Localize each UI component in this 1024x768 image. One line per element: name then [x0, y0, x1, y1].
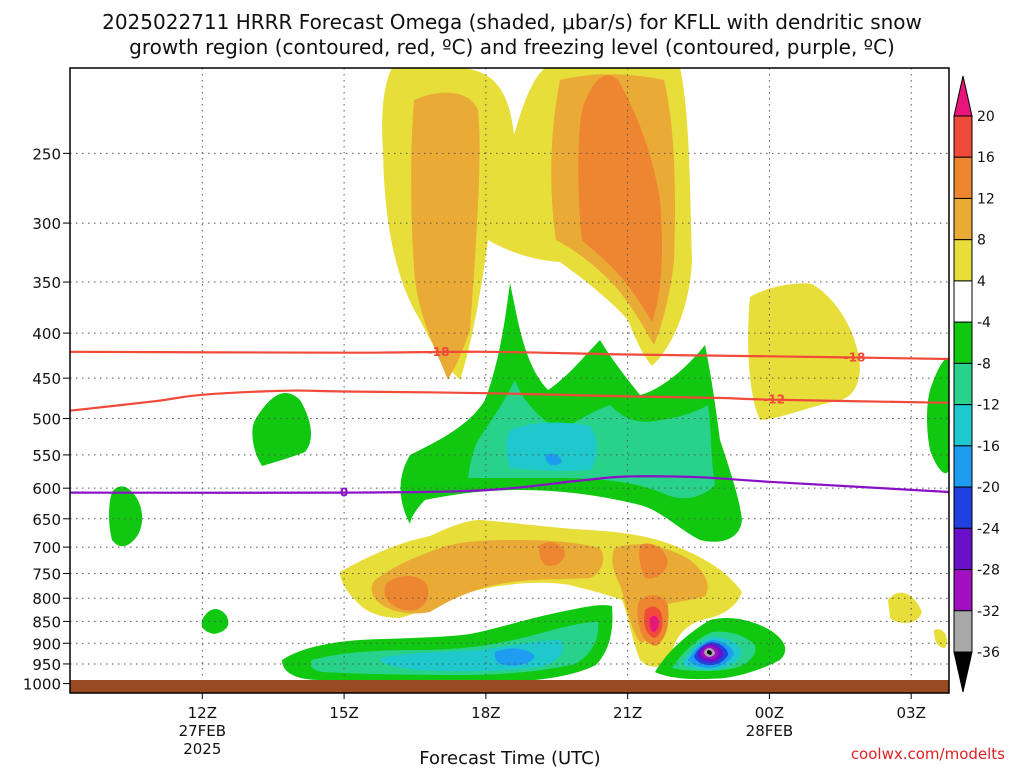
colorbar-swatch	[953, 115, 973, 158]
omega-ascent-region	[748, 283, 860, 420]
colorbar-swatch	[953, 569, 973, 612]
y-tick-label: 550	[32, 447, 61, 465]
omega-ascent-region	[411, 92, 480, 380]
omega-ascent-region	[612, 544, 708, 643]
y-tick-label: 450	[32, 370, 61, 388]
y-tick-label: 900	[32, 635, 61, 653]
x-tick-label: 15Z	[329, 704, 358, 722]
omega-descent-region	[494, 648, 535, 666]
colorbar-label: 20	[977, 109, 995, 125]
y-tick-label: 800	[32, 590, 61, 608]
colorbar-swatch	[953, 75, 973, 117]
y-tick-label: 1000	[23, 676, 61, 694]
omega-ascent-region	[934, 629, 947, 648]
contour-label: -18	[428, 345, 450, 359]
contour-line	[70, 475, 949, 494]
y-tick-label: 700	[32, 539, 61, 557]
y-axis: 250 300 350 400 450 500 550 600 650 700 750 800 850 9…	[23, 145, 70, 694]
contour-label: -12	[763, 393, 785, 407]
colorbar-swatch	[953, 404, 973, 447]
colorbar-label: -24	[977, 521, 1000, 537]
colorbar-swatch	[953, 445, 973, 488]
colorbar-swatch	[953, 651, 973, 693]
colorbar-swatch	[953, 527, 973, 571]
colorbar-swatch	[953, 610, 973, 653]
x-tick-year-label: 2025	[183, 740, 221, 758]
credit-text: coolwx.com/modelts	[851, 745, 1005, 763]
omega-descent-region	[927, 358, 949, 474]
colorbar-label: -8	[977, 356, 991, 372]
y-tick-label: 350	[32, 274, 61, 292]
ground-surface	[70, 680, 949, 693]
colorbar-label: 4	[977, 274, 986, 290]
x-tick-date-label: 27FEB	[179, 722, 226, 740]
omega-ascent-region	[539, 542, 565, 566]
omega-ascent-region	[888, 592, 922, 624]
y-tick-label: 300	[32, 215, 61, 233]
colorbar-label: 8	[977, 233, 986, 249]
colorbar-label: -16	[977, 439, 1000, 455]
omega-ascent-region	[639, 543, 668, 579]
chart-title-line1: 2025022711 HRRR Forecast Omega (shaded, …	[102, 10, 922, 34]
colorbar-label: -36	[977, 645, 1000, 661]
chart-title-line2: growth region (contoured, red, ºC) and f…	[129, 35, 895, 59]
contour-line	[70, 350, 949, 361]
y-tick-label: 950	[32, 656, 61, 674]
colorbar-label: -4	[977, 315, 991, 331]
colorbar-label: 16	[977, 150, 995, 166]
colorbar-label: -12	[977, 398, 1000, 414]
colorbar-label: 12	[977, 191, 995, 207]
plot-frame	[69, 67, 950, 694]
x-tick-label: 18Z	[471, 704, 500, 722]
omega-descent-region	[252, 392, 312, 466]
x-tick-label: 00Z	[755, 704, 784, 722]
colorbar-swatch	[953, 362, 973, 406]
omega-ascent-region	[649, 615, 659, 632]
contour-label: -18	[844, 351, 866, 365]
colorbar-swatch	[953, 321, 973, 364]
omega-descent-region	[707, 650, 712, 655]
y-tick-label: 600	[32, 480, 61, 498]
colorbar-label: -28	[977, 563, 1000, 579]
x-tick-label: 21Z	[613, 704, 642, 722]
colorbar-swatch	[953, 239, 973, 282]
omega-ascent-region	[384, 576, 429, 611]
colorbar-swatch	[953, 197, 973, 241]
y-tick-label: 250	[32, 145, 61, 163]
colorbar-swatch	[953, 280, 973, 323]
x-axis-label: Forecast Time (UTC)	[419, 748, 600, 768]
temperature-contours: -18 -18 -12 0	[70, 345, 949, 500]
omega-ascent-region	[578, 75, 663, 323]
colorbar-label: -20	[977, 480, 1000, 496]
y-tick-label: 750	[32, 566, 61, 584]
y-tick-label: 400	[32, 325, 61, 343]
contour-label: 0	[340, 486, 348, 500]
x-tick-label: 03Z	[897, 704, 926, 722]
contour-line	[70, 389, 949, 412]
y-tick-label: 850	[32, 613, 61, 631]
y-tick-label: 500	[32, 410, 61, 428]
colorbar-swatch	[953, 486, 973, 529]
grid-lines	[70, 68, 949, 693]
colorbar: 20 16 12 8 4 -4 -8 -12 -16 -20 -24 -28 -32 -36	[953, 75, 1000, 693]
x-tick-date-label: 28FEB	[746, 722, 793, 740]
y-tick-label: 650	[32, 511, 61, 529]
omega-descent-region	[506, 422, 597, 471]
x-tick-label: 12Z	[188, 704, 217, 722]
plot-area: -18 -18 -12 0	[69, 67, 950, 694]
colorbar-swatch	[953, 156, 973, 199]
omega-descent-region	[109, 486, 143, 547]
omega-descent-region	[545, 453, 562, 466]
colorbar-label: -32	[977, 604, 1000, 620]
